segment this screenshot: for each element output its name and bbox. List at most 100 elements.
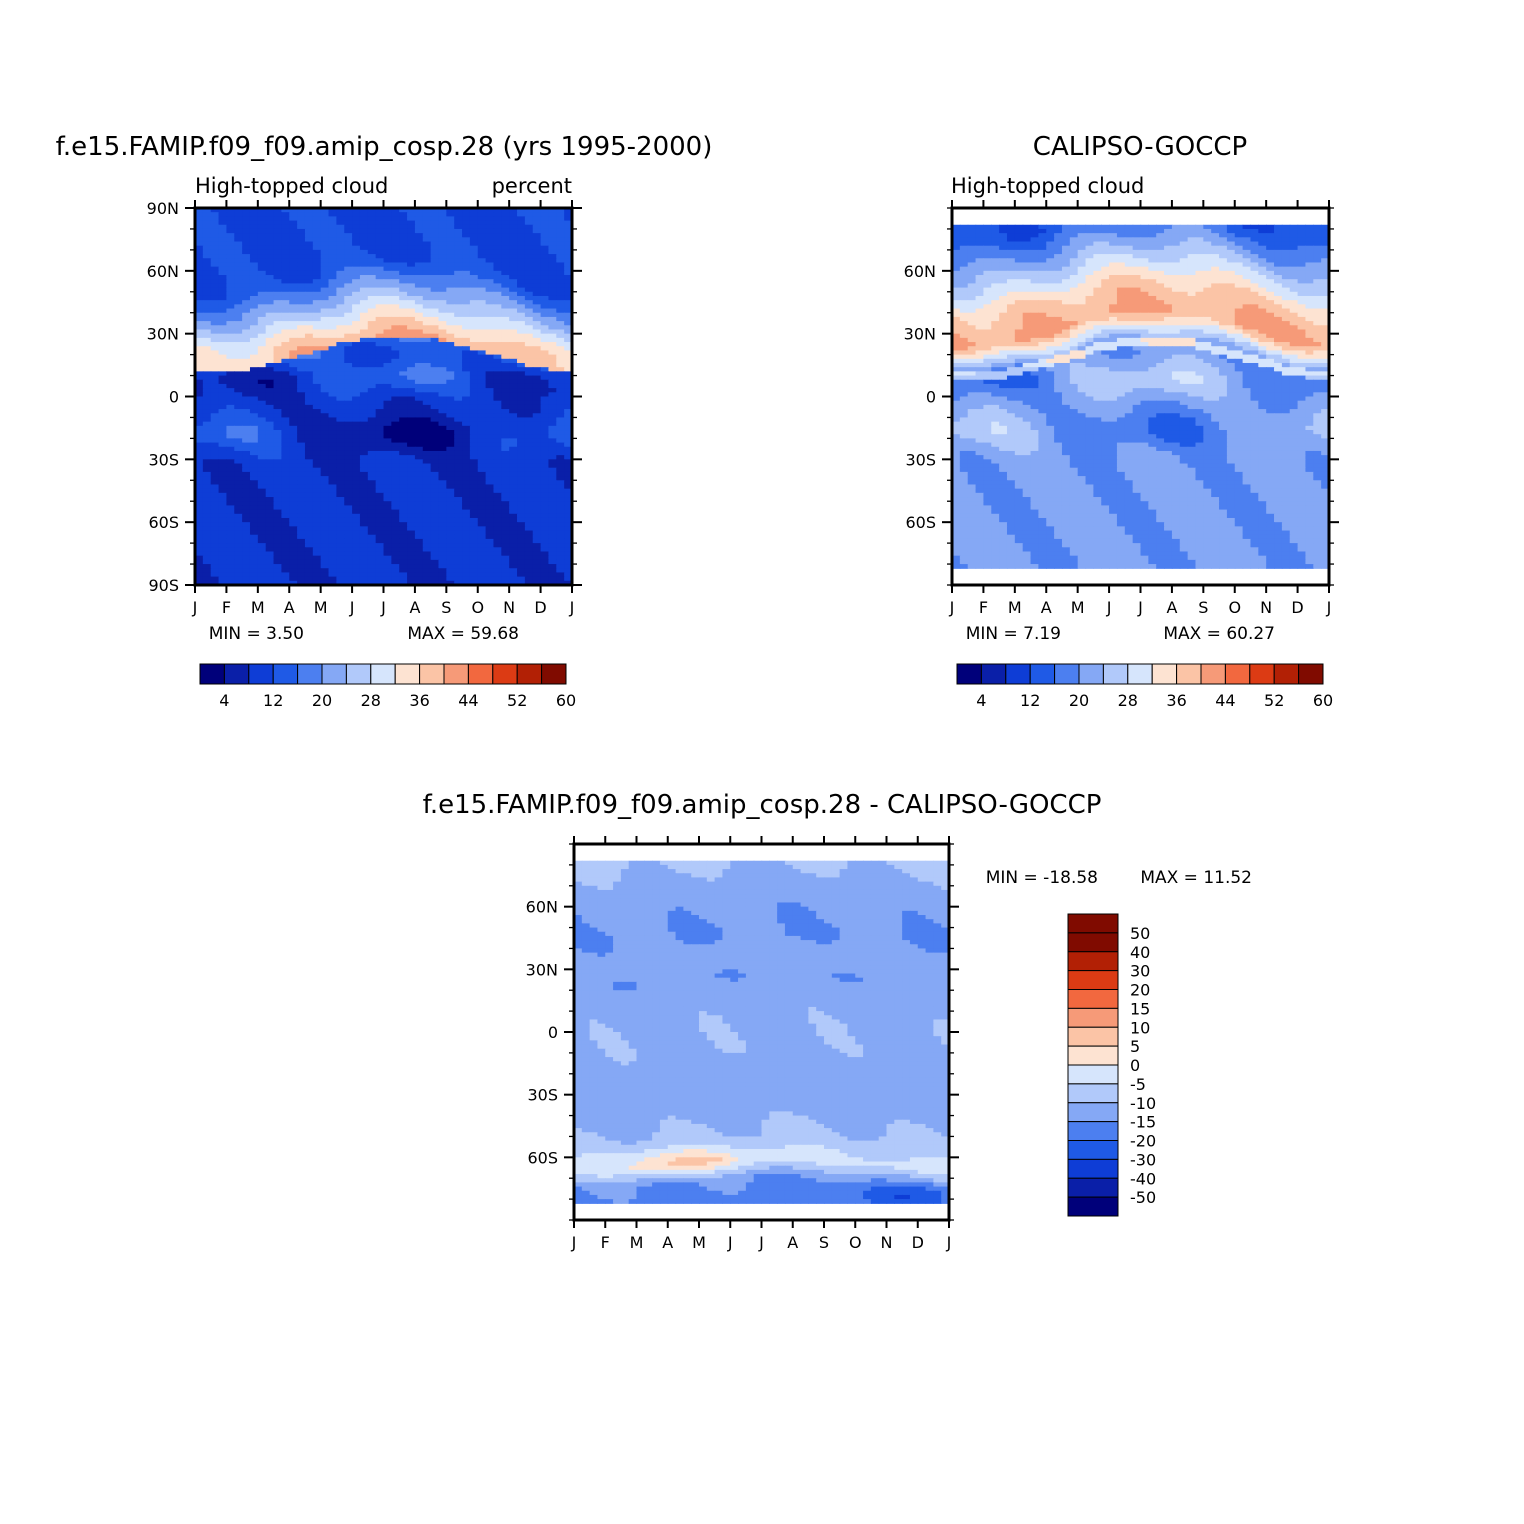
contour-cell	[1046, 266, 1055, 272]
contour-cell	[195, 383, 204, 389]
contour-cell	[485, 295, 495, 301]
contour-cell	[265, 543, 275, 548]
contour-cell	[202, 224, 212, 230]
x-tick-label: J	[569, 598, 575, 617]
contour-cell	[454, 208, 463, 213]
obs-contour-fill	[952, 224, 1330, 569]
contour-cell	[234, 266, 243, 272]
contour-cell	[202, 283, 212, 289]
contour-cell	[399, 488, 408, 494]
contour-cell	[289, 312, 298, 318]
contour-cell	[407, 329, 416, 335]
contour-cell	[202, 354, 212, 360]
contour-cell	[242, 337, 251, 343]
contour-cell	[414, 413, 424, 419]
contour-cell	[257, 337, 267, 343]
contour-cell	[265, 321, 275, 326]
contour-cell	[509, 283, 518, 289]
contour-cell	[477, 325, 487, 331]
contour-cell	[257, 568, 267, 574]
contour-cell	[564, 316, 573, 322]
contour-cell	[391, 375, 400, 381]
contour-cell	[359, 463, 369, 469]
contour-cell	[1164, 241, 1173, 247]
contour-cell	[454, 275, 463, 280]
contour-cell	[407, 241, 416, 247]
contour-cell	[438, 316, 447, 322]
contour-cell	[320, 568, 330, 574]
contour-cell	[524, 476, 534, 481]
contour-cell	[548, 396, 557, 402]
contour-cell	[304, 287, 314, 293]
contour-cell	[1132, 249, 1142, 255]
contour-cell	[454, 551, 463, 557]
contour-cell	[532, 522, 542, 527]
contour-cell	[359, 509, 369, 515]
contour-cell	[485, 434, 495, 439]
contour-cell	[1124, 249, 1134, 255]
colorbar-swatch	[467, 663, 494, 685]
contour-cell	[281, 409, 290, 414]
contour-cell	[312, 375, 322, 381]
contour-cell	[462, 228, 471, 234]
contour-cell	[399, 249, 408, 255]
contour-cell	[383, 342, 392, 347]
contour-cell	[438, 354, 447, 360]
contour-cell	[195, 241, 204, 247]
contour-cell	[249, 421, 259, 427]
contour-cell	[524, 413, 534, 419]
contour-cell	[430, 559, 440, 565]
contour-cell	[454, 572, 463, 578]
contour-cell	[532, 580, 542, 586]
contour-cell	[517, 522, 526, 527]
contour-cell	[249, 517, 259, 523]
contour-cell	[344, 241, 353, 247]
contour-cell	[399, 266, 408, 272]
contour-cell	[210, 430, 220, 435]
contour-cell	[336, 409, 345, 414]
contour-cell	[501, 425, 510, 431]
contour-cell	[195, 505, 204, 511]
contour-cell	[352, 321, 361, 326]
contour-cell	[548, 434, 557, 439]
contour-cell	[469, 551, 479, 557]
contour-cell	[297, 287, 306, 293]
contour-cell	[454, 517, 463, 523]
y-tick-label: 60S	[148, 513, 179, 532]
contour-cell	[242, 421, 251, 427]
contour-cell	[328, 291, 337, 297]
contour-cell	[352, 367, 361, 372]
contour-cell	[430, 576, 440, 582]
contour-cell	[438, 241, 447, 247]
contour-cell	[501, 572, 510, 578]
contour-cell	[564, 559, 573, 565]
contour-cell	[540, 245, 550, 251]
contour-cell	[493, 312, 502, 318]
contour-cell	[304, 438, 314, 444]
contour-cell	[210, 534, 220, 540]
contour-cell	[1069, 258, 1079, 264]
contour-cell	[304, 463, 314, 469]
contour-cell	[226, 513, 235, 519]
contour-cell	[469, 492, 479, 498]
contour-cell	[367, 283, 377, 289]
contour-cell	[242, 275, 251, 280]
contour-cell	[359, 228, 369, 234]
contour-cell	[407, 417, 416, 423]
contour-cell	[234, 576, 243, 582]
contour-cell	[422, 208, 432, 213]
contour-cell	[328, 543, 337, 548]
contour-cell	[1061, 262, 1071, 268]
contour-cell	[359, 564, 369, 569]
contour-cell	[242, 383, 251, 389]
contour-cell	[304, 304, 314, 310]
contour-cell	[524, 300, 534, 305]
contour-cell	[548, 547, 557, 553]
contour-cell	[564, 484, 573, 490]
contour-cell	[218, 492, 228, 498]
contour-cell	[517, 362, 526, 368]
contour-cell	[234, 220, 243, 226]
contour-cell	[359, 513, 369, 519]
contour-cell	[328, 580, 337, 586]
contour-cell	[1242, 228, 1252, 234]
